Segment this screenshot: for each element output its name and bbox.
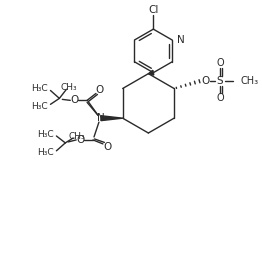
Text: S: S [216,76,223,85]
Text: O: O [217,93,224,103]
Text: H₃C: H₃C [37,148,53,157]
Text: N: N [97,113,105,123]
Polygon shape [148,70,154,75]
Text: H₃C: H₃C [37,131,53,139]
Text: CH₃: CH₃ [61,83,78,92]
Text: O: O [70,95,78,105]
Text: O: O [96,85,104,95]
Polygon shape [101,116,123,121]
Text: CH₃: CH₃ [240,76,259,85]
Text: O: O [217,58,224,68]
Text: Cl: Cl [148,5,159,15]
Text: CH₃: CH₃ [69,132,85,142]
Text: H₃C: H₃C [31,84,47,93]
Text: H₃C: H₃C [31,102,47,111]
Text: O: O [104,142,112,152]
Text: N: N [177,35,185,45]
Text: O: O [76,135,84,145]
Text: O: O [202,76,210,85]
